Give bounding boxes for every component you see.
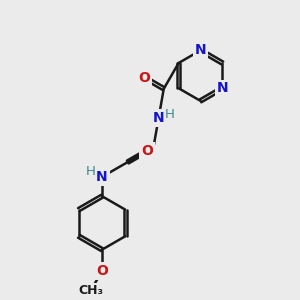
Text: N: N [96,170,108,184]
Text: N: N [217,81,228,95]
Text: CH₃: CH₃ [78,284,103,297]
Text: N: N [153,111,164,125]
Text: N: N [195,44,206,57]
Text: O: O [141,144,153,158]
Text: H: H [165,108,175,121]
Text: O: O [139,70,150,85]
Text: H: H [86,165,96,178]
Text: O: O [96,264,108,278]
